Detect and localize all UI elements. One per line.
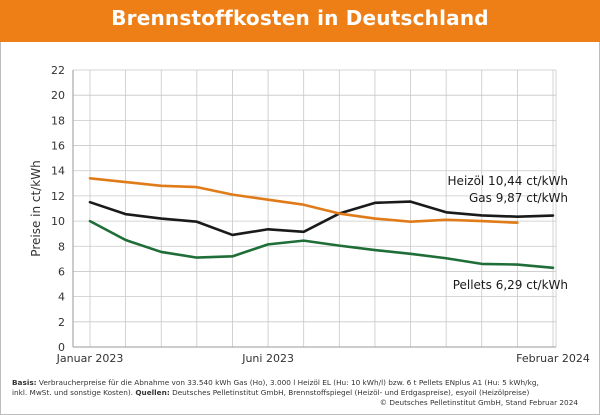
x-tick-label: Januar 2023: [56, 352, 124, 365]
y-tick-label: 4: [58, 291, 65, 304]
quellen-text: Deutsches Pelletinstitut GmbH, Brennstof…: [172, 387, 530, 397]
y-tick-label: 22: [51, 64, 65, 77]
y-tick-label: 8: [58, 240, 65, 253]
footer-basis-line-2: inkl. MwSt. und sonstige Kosten). Quelle…: [12, 388, 578, 398]
y-tick-label: 12: [51, 190, 65, 203]
y-tick-label: 14: [51, 165, 65, 178]
series-label-gas: Gas 9,87 ct/kWh: [469, 191, 568, 205]
basis-text-2: inkl. MwSt. und sonstige Kosten).: [12, 387, 133, 397]
title-bar: Brennstoffkosten in Deutschland: [0, 0, 600, 42]
series-label-heizoel: Heizöl 10,44 ct/kWh: [448, 174, 568, 188]
series-label-pellets: Pellets 6,29 ct/kWh: [453, 278, 568, 292]
footer-notes: Basis: Verbraucherpreise für die Abnahme…: [12, 378, 578, 407]
y-tick-label: 16: [51, 140, 65, 153]
x-tick-label: Februar 2024: [516, 352, 590, 365]
y-axis-label: Preise in ct/kWh: [29, 160, 43, 256]
series-line-heizoel: [88, 200, 555, 237]
basis-text: Verbraucherpreise für die Abnahme von 33…: [38, 378, 539, 387]
y-tick-label: 6: [58, 265, 65, 278]
series-line-pellets: [88, 219, 555, 270]
chart-title: Brennstoffkosten in Deutschland: [111, 6, 489, 30]
copyright: © Deutsches Pelletinstitut GmbH, Stand F…: [379, 397, 578, 407]
y-tick-label: 2: [58, 316, 65, 329]
y-tick-label: 0: [58, 341, 65, 354]
series-line-gas: [88, 176, 519, 225]
basis-label: Basis:: [12, 378, 37, 387]
x-tick-label: Juni 2023: [241, 352, 294, 365]
quellen-label: Quellen:: [135, 387, 170, 397]
footer-basis-line: Basis: Verbraucherpreise für die Abnahme…: [12, 378, 578, 388]
y-tick-label: 20: [51, 89, 65, 102]
y-tick-label: 10: [51, 215, 65, 228]
y-tick-label: 18: [51, 114, 65, 127]
